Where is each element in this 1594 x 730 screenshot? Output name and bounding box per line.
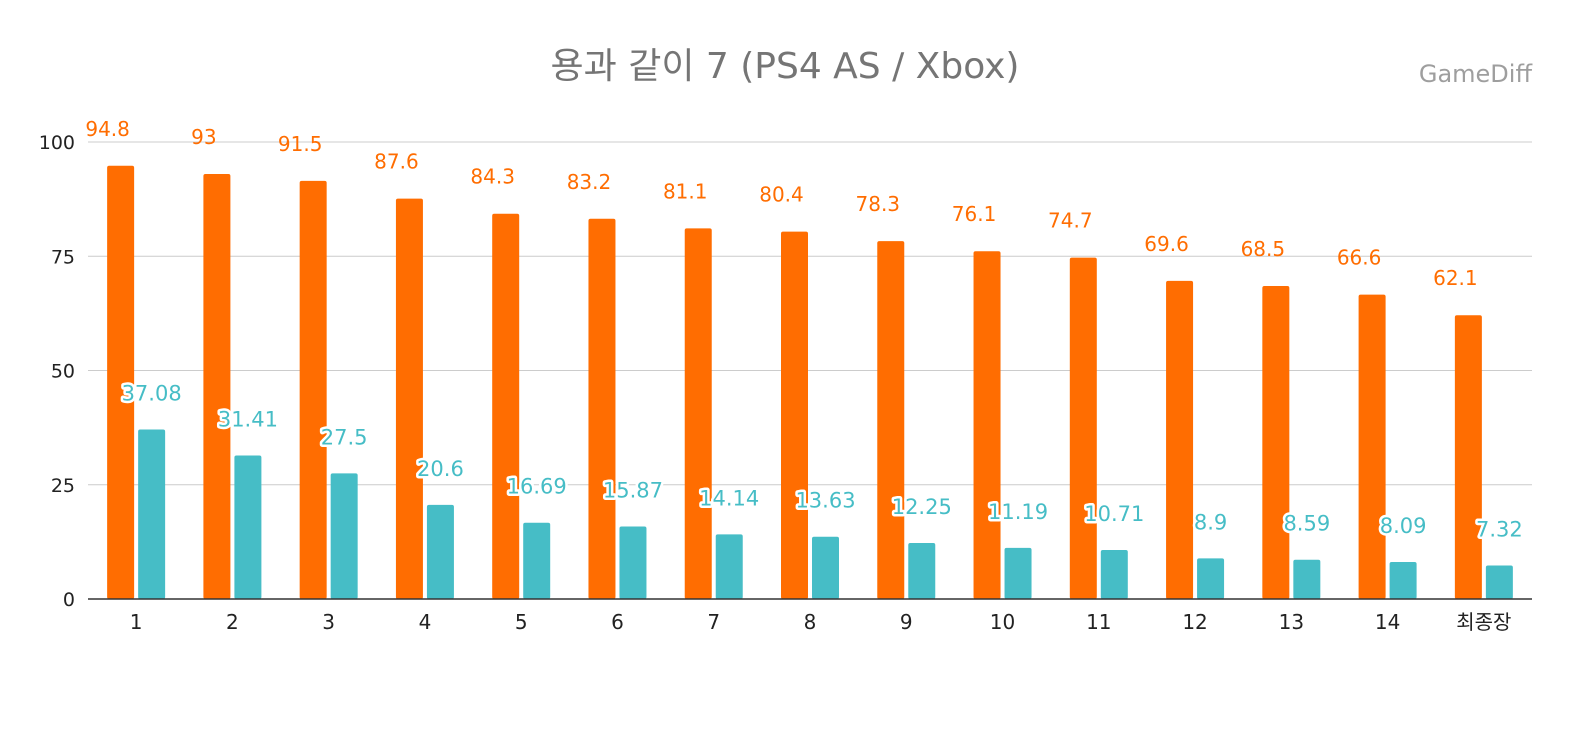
- bar-xbox: [812, 536, 839, 599]
- x-tick-label: 12: [1182, 610, 1207, 634]
- bar-xbox: [426, 504, 454, 599]
- bar-xbox: [1004, 547, 1032, 599]
- bar-ps4: [492, 213, 520, 599]
- y-tick-label: 50: [51, 361, 75, 383]
- bar-xbox: [715, 534, 743, 599]
- x-tick-label: 14: [1375, 610, 1400, 634]
- bar-ps4: [684, 228, 712, 600]
- watermark: GameDiff: [1419, 60, 1533, 88]
- x-tick-label: 6: [611, 610, 624, 634]
- x-tick-label: 9: [900, 610, 913, 634]
- data-label-ps4: 68.5: [1241, 237, 1286, 261]
- x-tick-label: 13: [1279, 610, 1304, 634]
- bar-xbox: [619, 526, 647, 599]
- data-label-xbox: 8.59: [1283, 512, 1330, 536]
- data-label-xbox: 10.71: [1084, 502, 1144, 526]
- bar-ps4: [973, 251, 1001, 599]
- x-tick-label: 1: [130, 610, 143, 634]
- bar-xbox: [1100, 550, 1128, 599]
- x-tick-label: 11: [1086, 610, 1111, 634]
- data-label-xbox: 27.5: [321, 425, 368, 449]
- y-axis-ticks: 0 25 50 75 100: [39, 132, 75, 611]
- bar-ps4: [781, 231, 808, 599]
- bar-ps4: [1358, 294, 1386, 599]
- bar-xbox: [908, 543, 936, 599]
- data-label-ps4: 74.7: [1048, 209, 1093, 233]
- data-label-ps4: 76.1: [952, 202, 997, 226]
- data-label-ps4: 83.2: [567, 170, 612, 194]
- data-label-xbox: 13.63: [795, 489, 855, 513]
- y-tick-label: 0: [63, 589, 75, 611]
- data-label-xbox: 7.32: [1476, 518, 1523, 542]
- bar-ps4: [1166, 280, 1194, 599]
- x-tick-label: 8: [804, 610, 817, 634]
- bar-xbox: [1197, 558, 1225, 599]
- bar-ps4: [395, 198, 423, 599]
- data-label-ps4: 91.5: [278, 132, 323, 156]
- x-tick-label: 7: [707, 610, 720, 634]
- data-label-ps4: 87.6: [374, 150, 419, 174]
- x-tick-label: 최종장: [1456, 610, 1511, 634]
- data-label-ps4: 66.6: [1337, 246, 1382, 270]
- data-labels: 94.8 37.08 93 31.41 91.5 27.5 87.6 20.6 84.3 16.6…: [85, 117, 1525, 544]
- bar-ps4: [877, 241, 905, 599]
- y-tick-label: 100: [39, 132, 75, 154]
- bar-ps4: [299, 180, 327, 599]
- y-tick-label: 75: [51, 246, 75, 268]
- bar-xbox: [330, 473, 358, 599]
- data-label-xbox: 37.08: [122, 382, 182, 406]
- bar-ps4: [1262, 285, 1290, 599]
- data-label-ps4: 80.4: [759, 183, 804, 207]
- bar-xbox: [138, 429, 166, 599]
- bar-ps4: [1454, 315, 1482, 599]
- bar-xbox: [523, 522, 551, 599]
- data-label-xbox: 11.19: [988, 500, 1048, 524]
- x-tick-label: 5: [515, 610, 528, 634]
- x-tick-label: 3: [322, 610, 335, 634]
- data-label-ps4: 69.6: [1144, 232, 1189, 256]
- data-label-ps4: 93: [191, 125, 216, 149]
- data-label-xbox: 31.41: [218, 407, 278, 431]
- data-label-ps4: 81.1: [663, 179, 708, 203]
- bar-xbox: [234, 455, 262, 599]
- data-label-xbox: 16.69: [507, 475, 567, 499]
- data-label-ps4: 62.1: [1433, 266, 1478, 290]
- bar-xbox: [1485, 565, 1513, 599]
- bar-ps4: [203, 173, 231, 600]
- data-label-xbox: 15.87: [603, 478, 663, 502]
- data-label-ps4: 78.3: [856, 192, 901, 216]
- y-tick-label: 25: [51, 475, 75, 497]
- x-axis-categories: 1 2 3 4 5 6 7 8 9 10 11 12 13 14 최종장: [130, 610, 1512, 634]
- gridlines: [88, 141, 1532, 486]
- x-tick-label: 10: [990, 610, 1015, 634]
- x-tick-label: 2: [226, 610, 239, 634]
- bar-ps4: [588, 218, 616, 599]
- data-label-xbox: 20.6: [417, 457, 464, 481]
- bar-series: [107, 165, 1513, 600]
- data-label-xbox: 12.25: [892, 495, 952, 519]
- data-label-xbox: 14.14: [699, 486, 759, 510]
- data-label-xbox: 8.9: [1194, 510, 1227, 534]
- data-label-ps4: 94.8: [85, 117, 130, 141]
- x-tick-label: 4: [419, 610, 432, 634]
- bar-ps4: [1069, 257, 1097, 599]
- data-label-xbox: 8.09: [1380, 514, 1427, 538]
- data-label-ps4: 84.3: [470, 165, 515, 189]
- bar-ps4: [107, 165, 135, 599]
- bar-xbox: [1293, 559, 1321, 599]
- bar-xbox: [1389, 562, 1417, 599]
- chart-title: 용과 같이 7 (PS4 AS / Xbox): [551, 46, 1020, 87]
